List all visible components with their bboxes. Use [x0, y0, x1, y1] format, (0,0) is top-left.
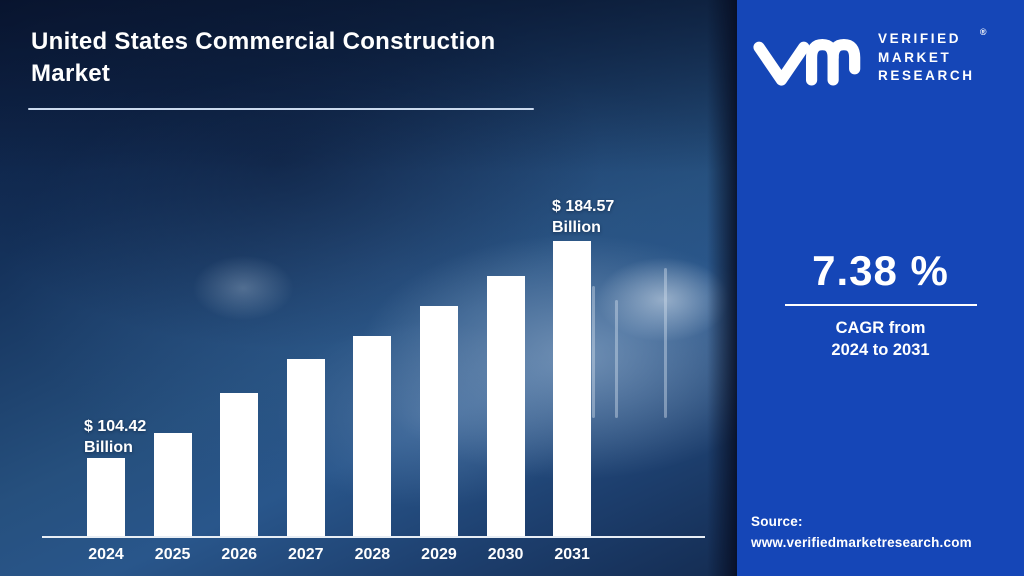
- smokestack-decoration: [615, 300, 618, 418]
- bar-2030: [486, 276, 525, 537]
- brand-name-line2: MARKET: [878, 49, 952, 65]
- source-url: www.verifiedmarketresearch.com: [751, 535, 972, 551]
- bar-group-2030: 2030: [486, 276, 525, 563]
- x-tick-2030: 2030: [487, 546, 524, 563]
- smokestack-decoration: [592, 286, 595, 418]
- cagr-value: 7.38 %: [812, 247, 949, 294]
- bar-group-2024: 2024: [87, 458, 125, 563]
- bar-2025: [153, 433, 192, 537]
- x-tick-2027: 2027: [287, 546, 324, 563]
- value-label-2031: $ 184.57 Billion: [552, 197, 614, 239]
- x-tick-2029: 2029: [421, 546, 457, 563]
- x-tick-2025: 2025: [154, 546, 191, 563]
- x-tick-2028: 2028: [354, 546, 391, 563]
- x-axis-line: [42, 536, 705, 538]
- bar-2028: [353, 336, 392, 537]
- x-tick-2024: 2024: [88, 546, 124, 563]
- bar-group-2031: 2031: [553, 241, 592, 563]
- cagr-callout: 7.38 % CAGR from 2024 to 2031: [737, 247, 1024, 362]
- brand-panel: ® VERIFIED MARKET RESEARCH 7.38 % CAGR f…: [737, 0, 1024, 576]
- value-label-2024: $ 104.42 Billion: [84, 417, 146, 459]
- source-label: Source:: [751, 514, 803, 530]
- bar-2026: [220, 393, 259, 537]
- bar-group-2027: 2027: [286, 359, 325, 563]
- bar-group-2029: 2029: [419, 306, 458, 563]
- bar-2024: [87, 458, 125, 537]
- value-label-2031-line1: $ 184.57: [552, 198, 615, 215]
- value-label-2024-line2: Billion: [84, 438, 133, 456]
- bars-row: 2024 2025 2026 2027 2028 2029 2030 2031: [87, 241, 592, 563]
- cagr-caption-line1: CAGR from: [835, 319, 926, 337]
- bar-group-2026: 2026: [220, 393, 259, 563]
- bar-2029: [419, 306, 458, 537]
- bar-2027: [286, 359, 325, 537]
- source-block: Source: www.verifiedmarketresearch.com: [751, 512, 972, 554]
- page-title: United States Commercial Construction Ma…: [31, 28, 496, 87]
- registered-mark: ®: [979, 27, 987, 37]
- vmr-logo: ® VERIFIED MARKET RESEARCH: [753, 27, 1016, 88]
- bar-group-2025: 2025: [153, 433, 192, 563]
- cagr-underline: [784, 304, 977, 306]
- vmr-logo-mark-icon: [753, 39, 861, 86]
- value-label-2024-line1: $ 104.42: [84, 418, 147, 435]
- bar-group-2028: 2028: [353, 336, 392, 563]
- x-tick-2031: 2031: [554, 546, 590, 563]
- brand-name-line1: VERIFIED: [878, 31, 962, 46]
- cagr-caption-line2: 2024 to 2031: [831, 340, 930, 359]
- smokestack-decoration: [664, 268, 667, 418]
- value-label-2031-line2: Billion: [552, 218, 601, 236]
- title-underline: [28, 108, 534, 110]
- brand-name-line3: RESEARCH: [878, 68, 975, 84]
- bar-2031: [553, 241, 592, 537]
- brand-name: ® VERIFIED MARKET RESEARCH: [878, 27, 987, 86]
- x-tick-2026: 2026: [221, 546, 257, 563]
